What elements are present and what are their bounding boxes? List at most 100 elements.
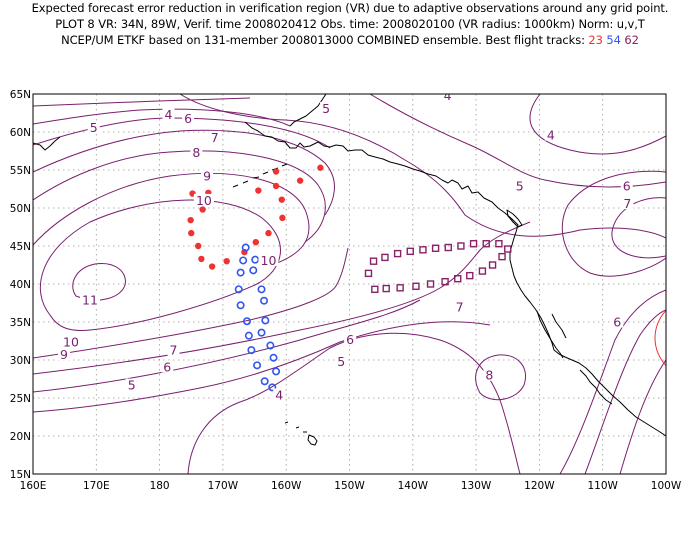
track-point — [466, 271, 474, 280]
hawaii-islands — [284, 421, 318, 446]
track-point — [239, 256, 248, 265]
contour-label: 6 — [163, 359, 171, 374]
track-label-purple: 62 — [624, 33, 639, 47]
track-point — [431, 244, 440, 252]
north-america-coastline — [441, 179, 666, 437]
contour-line — [33, 108, 291, 127]
chukotka-coast — [33, 136, 61, 151]
contour-line — [33, 150, 326, 243]
contour-line — [33, 172, 310, 266]
track-point — [269, 353, 278, 362]
contour-label: 5 — [90, 120, 98, 135]
contour-label: 7 — [211, 130, 219, 145]
contour-label-background — [453, 300, 466, 313]
track-point — [198, 255, 205, 263]
longitude-tick-label: 100W — [651, 480, 682, 492]
contour-label-background — [87, 120, 100, 133]
header-line-2: PLOT 8 VR: 34N, 89W, Verif. time 2008020… — [55, 17, 645, 31]
track-point — [249, 266, 258, 275]
track-point — [393, 249, 402, 258]
contour-line — [611, 197, 666, 259]
track-point — [272, 168, 280, 175]
contour-label-background — [190, 146, 203, 159]
track-point — [187, 216, 194, 224]
latitude-tick-label: 55N — [10, 165, 31, 177]
mexico-coast — [579, 369, 613, 405]
track-point — [242, 317, 251, 326]
contour-label: 6 — [184, 111, 192, 126]
latitude-tick-labels: 15N 20N 25N 30N 35N 40N 45N 50N 55N 60N 65N — [10, 89, 31, 481]
track-point — [454, 274, 462, 283]
track-point — [419, 246, 427, 254]
track-point — [255, 187, 262, 194]
track-point — [247, 346, 256, 355]
contour-label: 4 — [275, 387, 283, 402]
plot-header: Expected forecast error reduction in ver… — [0, 0, 700, 80]
track-point — [223, 258, 230, 265]
header-line-3: NCEP/UM ETKF based on 131-member 2008013… — [0, 33, 700, 47]
track-point — [296, 177, 304, 184]
track-point — [371, 285, 379, 294]
track-point — [469, 240, 478, 248]
track-point — [482, 240, 490, 248]
longitude-tick-label: 150W — [334, 480, 365, 492]
contour-label-background — [258, 253, 279, 266]
track-point — [236, 268, 245, 277]
contour-label: 5 — [322, 101, 330, 116]
contour-label: 8 — [485, 368, 493, 383]
track-point — [441, 278, 449, 286]
plot-frame — [32, 93, 667, 475]
verification-region-circle — [654, 309, 666, 367]
track-point — [381, 253, 389, 262]
track-point — [488, 261, 497, 269]
track-point — [504, 245, 512, 253]
track-point — [244, 331, 253, 340]
latitude-tick-label: 45N — [10, 241, 31, 253]
track-point — [444, 243, 452, 252]
longitude-tick-label: 140W — [398, 480, 429, 492]
contour-line — [39, 199, 281, 331]
contour-label-background — [344, 333, 357, 345]
contour-label-background — [320, 101, 333, 114]
grid-lines — [33, 94, 666, 474]
contour-label: 4 — [444, 88, 452, 103]
contour-label-background — [125, 378, 138, 391]
track-point — [188, 229, 195, 237]
contour-label-background — [483, 368, 496, 381]
track-point — [369, 257, 378, 265]
contour-label: 4 — [547, 128, 555, 143]
contour-label-background — [182, 111, 195, 124]
track-point — [412, 282, 420, 290]
latitude-tick-label: 20N — [10, 431, 31, 443]
track-point — [317, 164, 324, 171]
latitude-tick-label: 35N — [10, 317, 31, 329]
contour-label: 7 — [170, 343, 178, 358]
contour-label: 10 — [261, 253, 277, 268]
contour-label-background — [208, 130, 221, 143]
contour-label-background — [201, 169, 214, 182]
track-point — [257, 328, 266, 337]
track-point — [498, 252, 506, 261]
longitude-tick-label: 160W — [271, 480, 302, 492]
longitude-tick-label: 130W — [461, 480, 492, 492]
contour-label-background — [60, 335, 81, 348]
contour-label-background — [79, 293, 100, 306]
baja-california — [536, 310, 567, 359]
contour-line — [33, 129, 335, 216]
contour-line — [33, 321, 491, 413]
contour-line — [187, 332, 521, 474]
contour-label-background — [513, 179, 526, 192]
track-point — [260, 377, 269, 386]
latitude-tick-label: 50N — [10, 203, 31, 215]
track-point — [265, 229, 272, 237]
latitude-tick-label: 40N — [10, 279, 31, 291]
header-line-3-text: NCEP/UM ETKF based on 131-member 2008013… — [61, 33, 589, 47]
track-point — [252, 239, 260, 246]
track-point — [478, 267, 487, 275]
contour-label-background — [162, 108, 175, 121]
contour-line — [33, 221, 531, 375]
track-label-red: 23 — [588, 33, 603, 47]
contour-line — [33, 247, 349, 359]
